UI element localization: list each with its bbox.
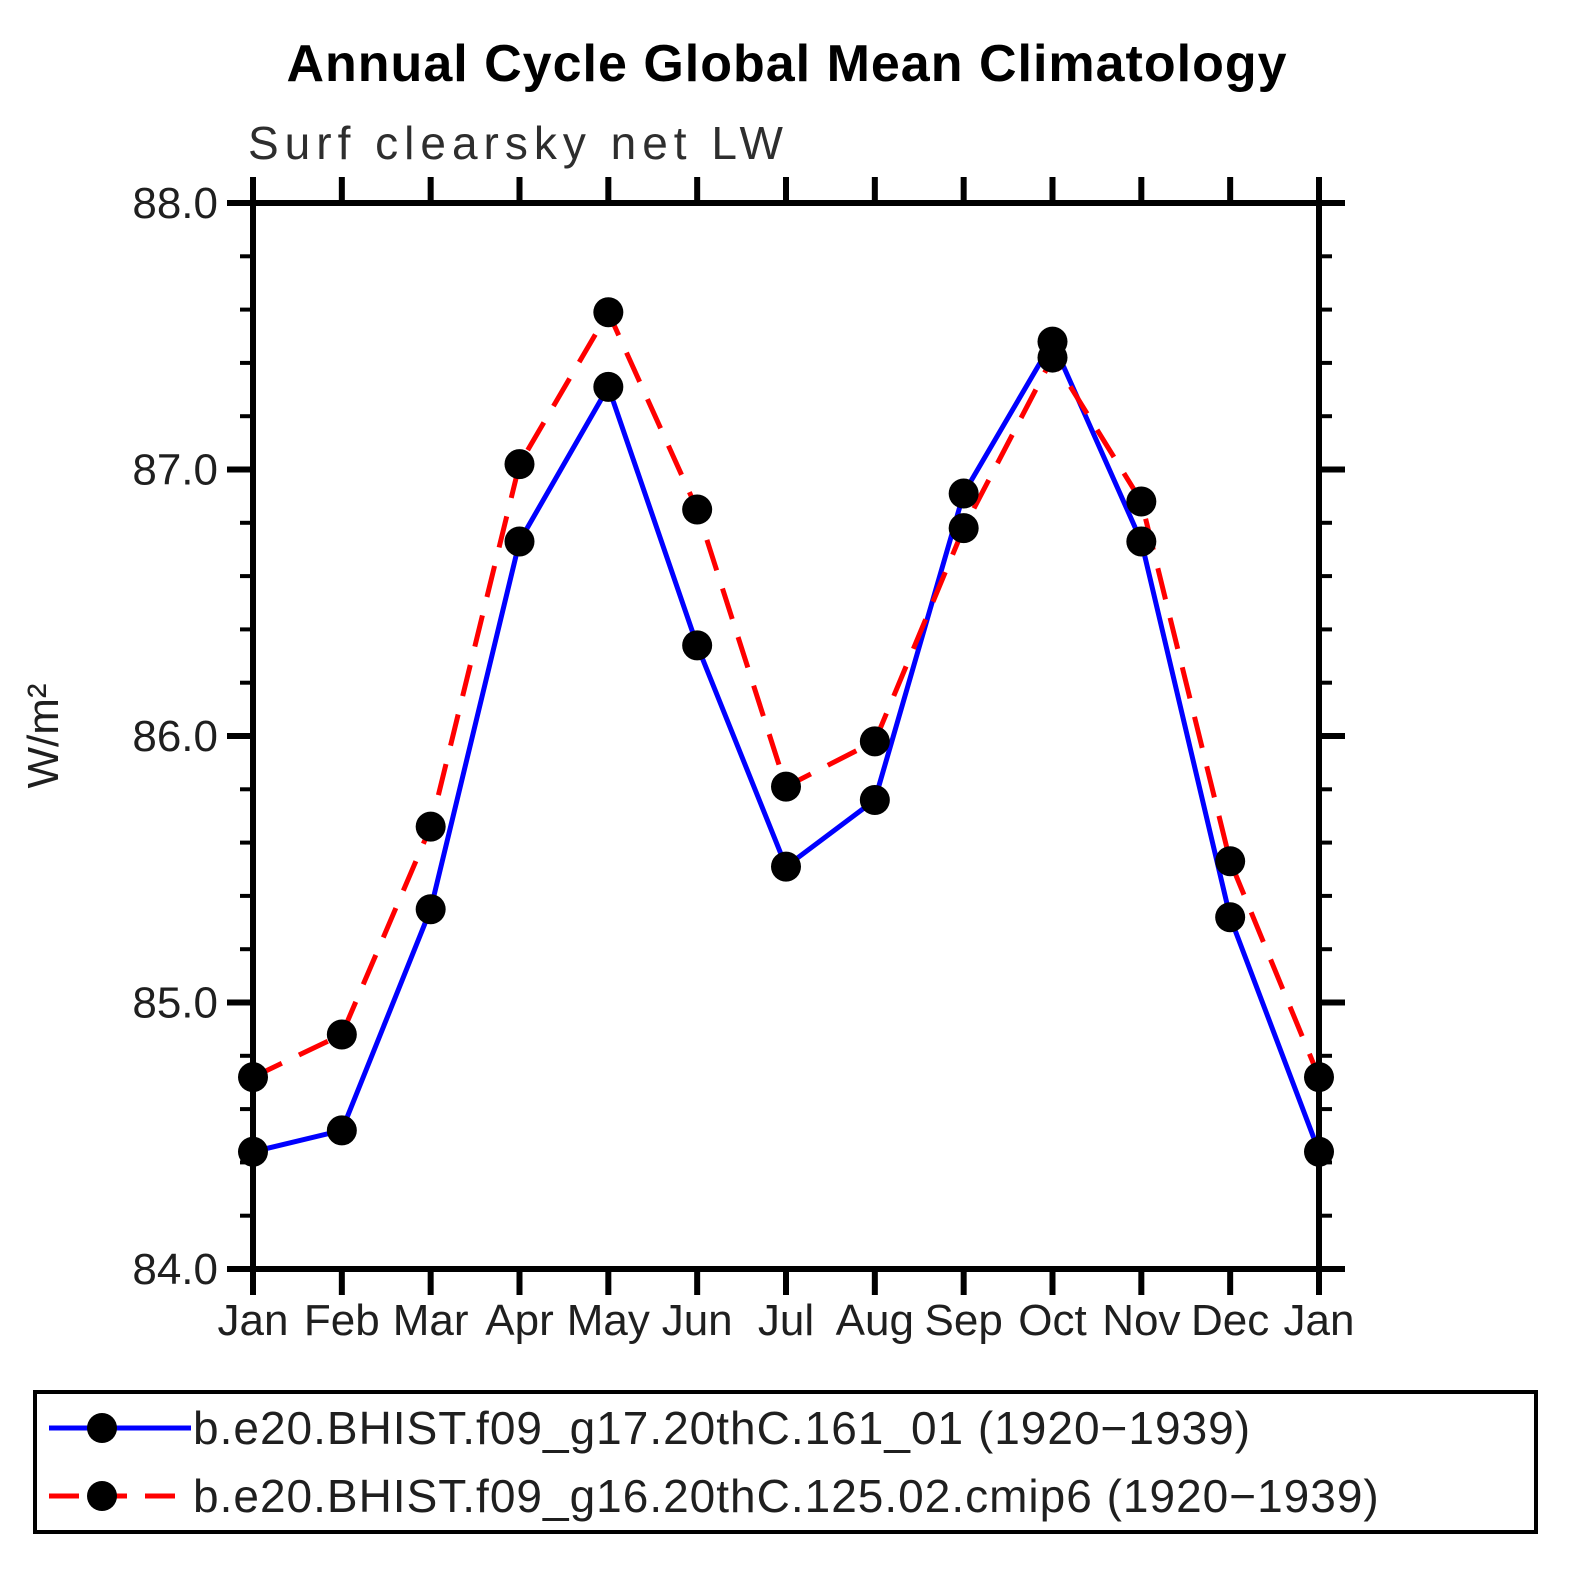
y-tick-label: 86.0	[132, 712, 218, 761]
data-point-marker-series-1	[771, 771, 801, 802]
data-point-marker-series-1	[326, 1019, 357, 1050]
legend-sample-marker	[87, 1413, 117, 1443]
x-tick-label: Oct	[1018, 1296, 1086, 1345]
x-tick-label: May	[567, 1296, 650, 1345]
x-tick-label: Aug	[836, 1296, 914, 1345]
data-point-marker-series-1	[238, 1062, 268, 1093]
data-point-marker-series-0	[1126, 526, 1157, 557]
chart-title: Annual Cycle Global Mean Climatology	[286, 35, 1288, 93]
axis-box	[250, 200, 1322, 1272]
legend-line-sample-dashed	[49, 1481, 191, 1511]
x-tick-label: Mar	[393, 1296, 469, 1345]
data-point-marker-series-0	[326, 1115, 357, 1146]
data-point-marker-series-1	[415, 811, 446, 842]
data-point-marker-series-1	[948, 513, 979, 544]
legend-label: b.e20.BHIST.f09_g17.20thC.161_01 (1920−1…	[193, 1402, 1252, 1454]
y-tick-label: 84.0	[132, 1245, 218, 1294]
data-point-marker-series-0	[1304, 1136, 1334, 1167]
data-point-marker-series-0	[238, 1136, 268, 1167]
x-tick-label: Apr	[485, 1296, 553, 1345]
y-tick-label: 87.0	[132, 446, 218, 495]
data-point-marker-series-0	[682, 630, 713, 661]
x-tick-label: Jun	[662, 1296, 733, 1345]
legend: b.e20.BHIST.f09_g17.20thC.161_01 (1920−1…	[33, 1390, 1538, 1534]
legend-sample-marker	[87, 1481, 117, 1511]
data-point-marker-series-0	[1215, 902, 1246, 933]
x-tick-label: Nov	[1102, 1296, 1180, 1345]
data-point-marker-series-0	[859, 784, 890, 815]
data-point-marker-series-1	[1215, 846, 1246, 877]
series-line-0	[252, 336, 1322, 1155]
x-tick-label: Jul	[758, 1296, 814, 1345]
data-point-marker-series-1	[1304, 1062, 1334, 1093]
legend-line-sample-solid	[49, 1413, 191, 1443]
legend-label: b.e20.BHIST.f09_g16.20thC.125.02.cmip6 (…	[193, 1470, 1380, 1522]
data-point-marker-series-0	[771, 851, 801, 882]
data-point-marker-series-0	[593, 371, 624, 402]
data-point-marker-series-1	[859, 726, 890, 757]
x-tick-label: Dec	[1191, 1296, 1269, 1345]
data-point-marker-series-1	[682, 494, 713, 525]
data-point-marker-series-1	[504, 449, 535, 480]
x-tick-label: Jan	[218, 1296, 289, 1345]
series-line-1	[251, 306, 1322, 1080]
y-tick-label: 85.0	[132, 979, 218, 1028]
x-tick-label: Feb	[304, 1296, 380, 1345]
x-tick-label: Jan	[1284, 1296, 1355, 1345]
data-point-marker-series-1	[1126, 486, 1157, 517]
data-point-marker-series-1	[593, 297, 624, 328]
y-axis-title: W/m²	[19, 683, 68, 788]
legend-item-series-0: b.e20.BHIST.f09_g17.20thC.161_01 (1920−1…	[37, 1394, 1534, 1462]
x-tick-label: Sep	[925, 1296, 1003, 1345]
data-point-marker-series-0	[948, 478, 979, 509]
y-tick-label: 88.0	[132, 179, 218, 228]
legend-item-series-1: b.e20.BHIST.f09_g16.20thC.125.02.cmip6 (…	[37, 1462, 1534, 1530]
chart-subtitle: Surf clearsky net LW	[248, 117, 789, 169]
line-chart-plot: 84.0 85.0 86.0 87.0 88.0 Jan Feb Mar Apr May Jun Ju…	[19, 177, 1355, 1345]
data-point-marker-series-0	[415, 894, 446, 925]
data-point-marker-series-0	[504, 526, 535, 557]
data-point-marker-series-1	[1037, 342, 1068, 373]
